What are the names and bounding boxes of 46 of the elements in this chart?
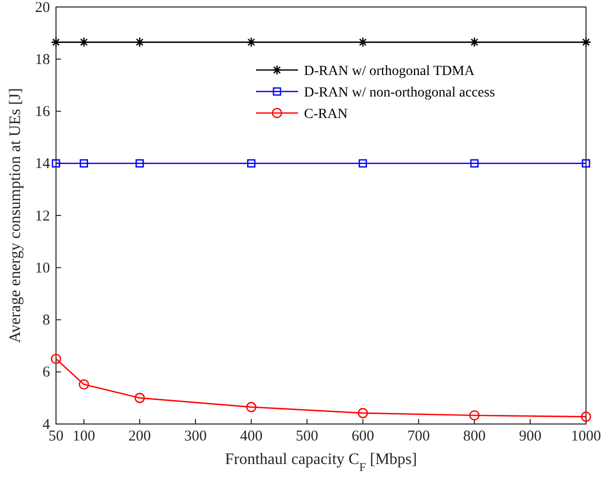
x-tick-label: 500 bbox=[296, 428, 318, 445]
x-tick-label: 200 bbox=[128, 428, 151, 445]
point bbox=[469, 37, 480, 48]
point bbox=[136, 159, 144, 168]
point bbox=[358, 159, 367, 168]
point bbox=[246, 37, 256, 48]
x-tick-label: 100 bbox=[72, 428, 96, 445]
y-tick-label: 16 bbox=[35, 104, 50, 120]
x-tick-label: 600 bbox=[352, 428, 374, 445]
point bbox=[470, 159, 479, 168]
x-axis-title: Fronthaul capacity C$_{F}$ [Mbps] bbox=[225, 451, 417, 474]
y-tick-label: 10 bbox=[35, 260, 50, 276]
y-axis-title: Average energy consumption at UEs [J] bbox=[7, 88, 24, 343]
point bbox=[50, 37, 62, 48]
x-tick-label: 1000 bbox=[571, 428, 601, 445]
x-tick-label: 900 bbox=[518, 428, 542, 445]
point bbox=[80, 159, 88, 168]
point bbox=[134, 392, 145, 404]
y-tick-label: 18 bbox=[35, 52, 50, 68]
y-tick-label: 8 bbox=[42, 312, 50, 329]
x-tick-label: 400 bbox=[240, 428, 263, 445]
point bbox=[52, 159, 60, 168]
point bbox=[246, 402, 256, 412]
point bbox=[134, 37, 145, 48]
point bbox=[358, 37, 368, 48]
point bbox=[50, 354, 62, 364]
point bbox=[469, 410, 480, 421]
legend-label: D-RAN w/ non-orthogonal access bbox=[304, 86, 495, 100]
legend-label: C-RAN bbox=[304, 107, 348, 122]
x-tick-label: 800 bbox=[463, 428, 486, 445]
y-tick-label: 6 bbox=[42, 364, 50, 381]
point bbox=[78, 379, 90, 390]
point bbox=[582, 159, 590, 168]
point bbox=[580, 37, 592, 48]
point bbox=[580, 412, 592, 422]
y-tick-label: 14 bbox=[35, 156, 50, 172]
point bbox=[358, 408, 368, 418]
x-tick-label: 700 bbox=[407, 428, 430, 445]
y-tick-label: 12 bbox=[35, 208, 50, 224]
legend-label: D-RAN w/ orthogonal TDMA bbox=[304, 64, 476, 79]
x-tick-label: 50 bbox=[48, 428, 64, 445]
y-tick-label: 20 bbox=[35, 0, 50, 16]
x-tick-label: 300 bbox=[184, 428, 207, 445]
y-tick-label: 4 bbox=[42, 416, 50, 433]
point bbox=[78, 37, 90, 48]
point bbox=[247, 159, 256, 168]
